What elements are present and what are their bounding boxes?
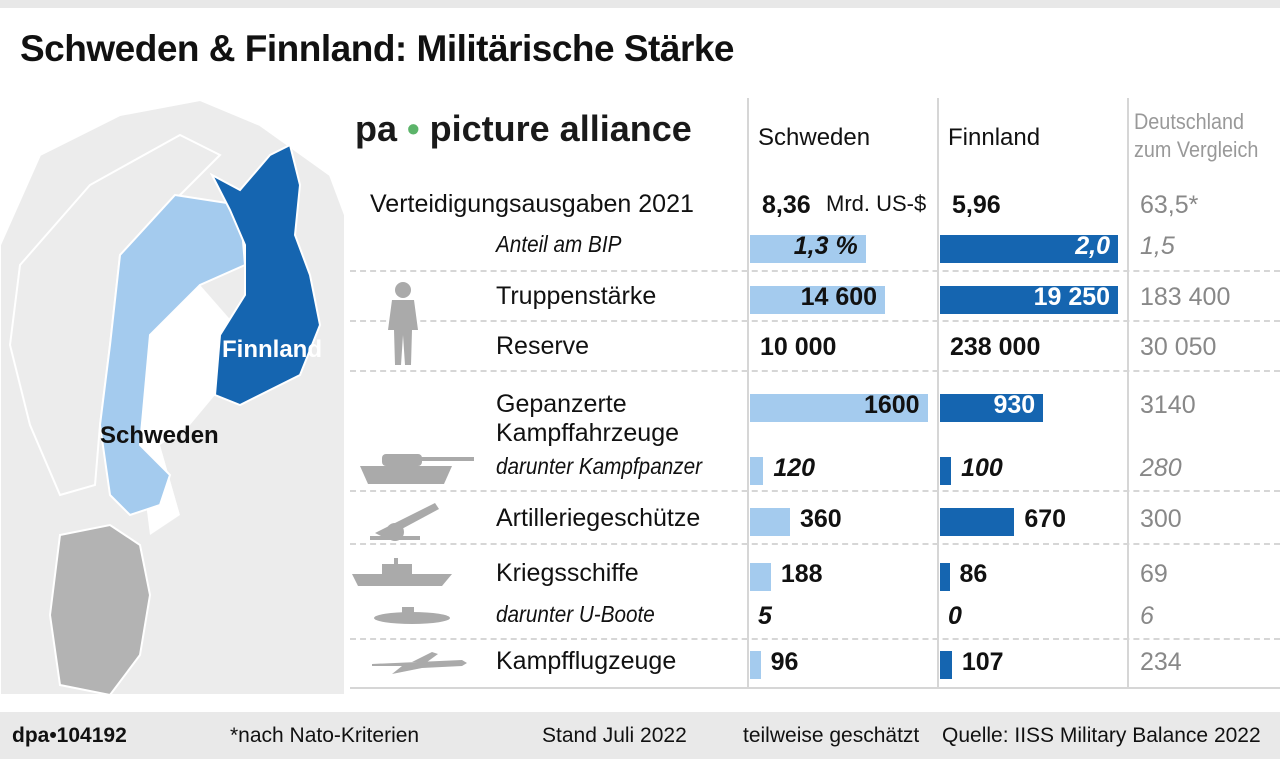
soldier-icon	[388, 282, 418, 365]
footer: dpa•104192 *nach Nato-Kriterien Stand Ju…	[0, 712, 1280, 759]
row-label: Reserve	[496, 332, 590, 360]
footer-id: dpa•104192	[12, 724, 127, 747]
row-divider	[350, 638, 1280, 640]
sweden-bar	[750, 508, 790, 536]
finland-bar	[940, 563, 950, 591]
row-label: Truppenstärke	[496, 282, 657, 310]
finland-value: 19 250	[1033, 283, 1111, 311]
germany-value: 280	[1140, 454, 1182, 482]
sweden-bar	[750, 286, 886, 314]
watermark-logo: pa • picture alliance	[355, 108, 692, 150]
finland-bar	[940, 457, 952, 485]
row-label: darunter Kampfpanzer	[496, 453, 702, 479]
warship-icon	[352, 558, 452, 586]
germany-value: 183 400	[1140, 283, 1231, 311]
divider	[1127, 98, 1129, 688]
map-label-finland: Finnland	[222, 336, 322, 363]
watermark-text: picture alliance	[429, 108, 692, 149]
germany-value: 30 050	[1140, 333, 1217, 361]
divider	[937, 98, 939, 688]
map-finland	[209, 143, 322, 407]
row-label: Kampfflugzeuge	[496, 647, 677, 675]
row-label-line2: Kampffahrzeuge	[496, 419, 679, 447]
watermark-dot: •	[407, 108, 420, 149]
column-header-germany: Deutschland zum Vergleich	[1134, 108, 1258, 164]
sweden-value: 1,3 %	[793, 232, 858, 260]
finland-bar	[940, 508, 1015, 536]
row-label: Verteidigungsausgaben 2021	[370, 190, 694, 218]
column-header-finland: Finnland	[948, 124, 1041, 151]
finland-value: 0	[948, 602, 962, 630]
finland-value: 238 000	[950, 333, 1041, 361]
column-header-sweden: Schweden	[758, 124, 871, 151]
footer-estimate: teilweise geschätzt	[743, 724, 920, 747]
sweden-value: 5	[758, 602, 772, 630]
divider	[747, 98, 749, 688]
sweden-value: 360	[799, 505, 842, 533]
sweden-value: 120	[773, 454, 816, 482]
map-label-sweden: Schweden	[100, 422, 219, 449]
finland-bar	[940, 394, 1044, 422]
footer-date: Stand Juli 2022	[542, 724, 687, 747]
germany-value: 1,5	[1140, 232, 1175, 260]
sweden-unit: Mrd. US-$	[826, 191, 927, 216]
germany-value: 63,5*	[1140, 191, 1199, 219]
top-bar	[0, 0, 1280, 8]
finland-bar	[940, 286, 1119, 314]
sweden-bar	[750, 394, 928, 422]
finland-bar	[940, 651, 952, 679]
germany-value: 234	[1140, 648, 1182, 676]
map-germany	[48, 523, 152, 697]
finland-value: 86	[959, 560, 988, 588]
germany-value: 69	[1140, 560, 1168, 588]
finland-value: 930	[993, 391, 1036, 419]
finland-value: 100	[961, 454, 1003, 482]
row-label: Anteil am BIP	[496, 231, 622, 257]
footer-source: Quelle: IISS Military Balance 2022	[942, 724, 1261, 747]
finland-value: 5,96	[952, 191, 1001, 219]
row-divider	[350, 490, 1280, 492]
sweden-bar	[750, 563, 771, 591]
sweden-value: 14 600	[800, 283, 878, 311]
map-scandinavia: Finnland Schweden	[0, 95, 345, 697]
germany-value: 6	[1140, 602, 1154, 630]
column-header-germany-line2: zum Vergleich	[1134, 137, 1259, 162]
row-divider	[350, 370, 1280, 372]
map-sweden	[98, 193, 247, 517]
sweden-bar	[750, 651, 761, 679]
submarine-icon	[374, 607, 450, 624]
sweden-value: 188	[780, 560, 823, 588]
sweden-bar	[750, 235, 866, 263]
fighter-jet-icon	[372, 652, 467, 674]
finland-value: 107	[961, 648, 1004, 676]
table-bottom-line	[350, 687, 1280, 689]
sweden-value: 96	[770, 648, 799, 676]
germany-value: 3140	[1140, 391, 1196, 419]
footer-note: *nach Nato-Kriterien	[230, 724, 420, 747]
finland-bar	[940, 235, 1118, 263]
tank-icon	[360, 454, 474, 484]
row-label: darunter U-Boote	[496, 601, 655, 627]
sweden-value: 8,36	[762, 191, 811, 219]
page-title: Schweden & Finnland: Militärische Stärke	[20, 28, 735, 69]
artillery-icon	[370, 503, 439, 541]
watermark-pa: pa	[355, 108, 398, 149]
germany-value: 300	[1140, 505, 1182, 533]
sweden-value: 10 000	[760, 333, 837, 361]
row-label: Gepanzerte	[496, 390, 627, 418]
sweden-value: 1600	[863, 391, 920, 419]
row-divider	[350, 270, 1280, 272]
row-label: Kriegsschiffe	[496, 559, 639, 587]
row-label: Artilleriegeschütze	[496, 504, 701, 532]
row-divider	[350, 543, 1280, 545]
sweden-bar	[750, 457, 764, 485]
finland-value: 2,0	[1075, 232, 1110, 260]
finland-value: 670	[1024, 505, 1067, 533]
column-header-germany-line1: Deutschland	[1134, 109, 1245, 134]
row-divider	[350, 320, 1280, 322]
